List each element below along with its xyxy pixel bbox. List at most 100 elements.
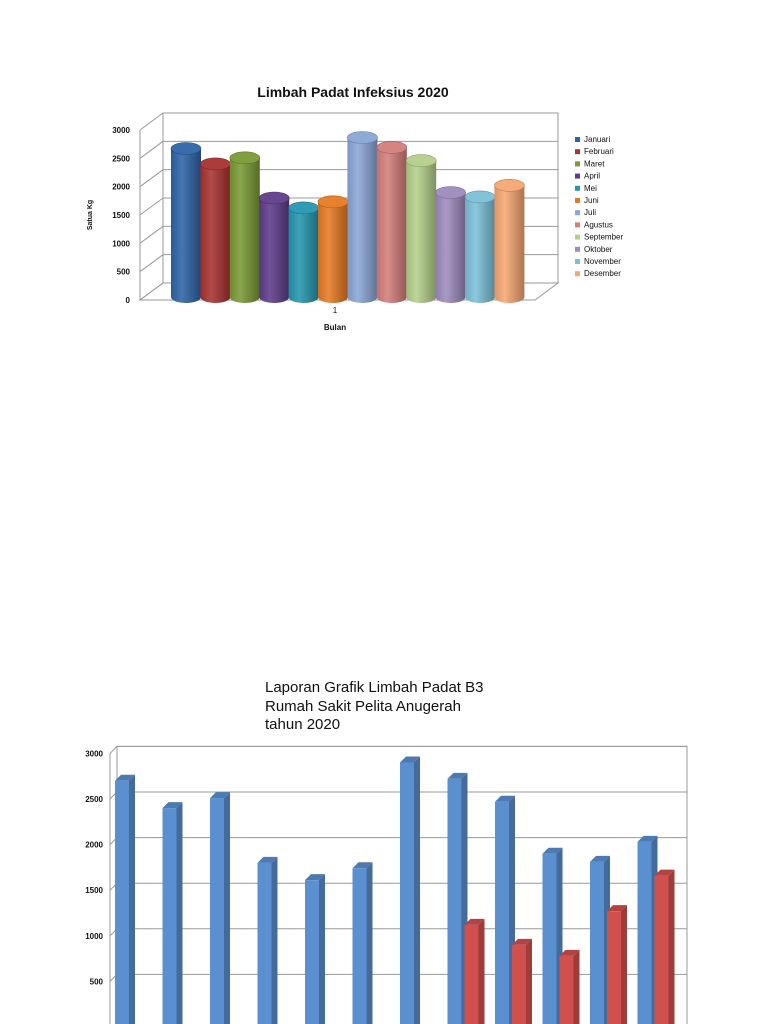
bar-body	[406, 160, 437, 297]
bar-top	[494, 179, 525, 192]
bar-side	[526, 938, 532, 1024]
bar-side	[668, 869, 675, 1024]
bar-front	[559, 955, 574, 1024]
bar-januari	[170, 142, 202, 303]
bar-side	[478, 918, 485, 1024]
legend-swatch	[575, 259, 580, 264]
bar-top	[464, 918, 485, 925]
bar-top	[637, 835, 658, 842]
bar-top	[347, 131, 378, 144]
bar-side	[573, 949, 580, 1024]
y-tick-label: 500	[90, 977, 104, 986]
chart-1-x-tick-label: 1	[333, 306, 338, 315]
bar-top	[210, 792, 230, 799]
bar-front	[590, 861, 604, 1024]
bar-top	[115, 774, 135, 781]
bar-front	[115, 780, 129, 1024]
bar-top	[542, 847, 563, 854]
bar-top	[200, 157, 231, 171]
bar-oktober	[435, 186, 466, 303]
bar-front	[607, 911, 621, 1024]
bar	[115, 774, 135, 1024]
chart-2: Laporan Grafik Limbah Padat B3 Rumah Sak…	[85, 679, 688, 1024]
bar-top	[229, 151, 261, 165]
bar-front	[305, 880, 319, 1024]
bar-juni	[317, 195, 349, 303]
bar-front	[400, 762, 414, 1024]
bar-februari	[200, 157, 231, 303]
legend-label: Januari	[584, 135, 610, 144]
bar-top	[317, 195, 349, 209]
bar-top	[495, 795, 515, 802]
bar-front	[654, 875, 669, 1024]
bar-front	[210, 798, 224, 1024]
y-tick-label: 2000	[85, 841, 103, 850]
legend-label: Februari	[584, 147, 614, 156]
bar-front	[637, 841, 652, 1024]
bar-november	[464, 190, 496, 303]
bar-top	[376, 141, 408, 154]
side-gridline	[139, 282, 164, 301]
bar-top	[435, 186, 466, 199]
bar-side	[621, 905, 627, 1024]
bar-juli	[347, 131, 378, 303]
bar	[210, 792, 230, 1024]
legend-swatch	[575, 234, 580, 240]
legend-label: Mei	[584, 184, 597, 193]
y-tick-label: 1500	[112, 211, 130, 220]
bar-front	[495, 801, 509, 1024]
bar-side	[271, 856, 278, 1024]
bar-top	[258, 191, 290, 205]
legend-swatch	[575, 137, 580, 142]
legend-swatch	[575, 210, 580, 216]
side-gridline	[139, 140, 164, 159]
bar-top	[305, 874, 325, 881]
legend-label: Juli	[584, 208, 596, 217]
bar-mei	[288, 201, 319, 303]
y-tick-label: 2500	[112, 154, 130, 163]
legend-swatch	[575, 271, 580, 277]
y-tick-label: 3000	[85, 749, 103, 758]
chart-2-y-ticks: 500 1000 1500 2000 2500 3000	[85, 749, 103, 986]
bar-top	[405, 154, 437, 167]
bar-front	[542, 853, 557, 1024]
y-tick-label: 500	[117, 268, 131, 277]
chart-1-y-axis-label: Satua Kg	[87, 200, 94, 230]
bar-top	[464, 190, 496, 204]
bar-front	[447, 778, 462, 1024]
bar	[400, 756, 420, 1024]
bar-desember	[494, 179, 525, 303]
bar-top	[170, 142, 202, 155]
legend-swatch	[575, 246, 580, 252]
bar-body	[229, 157, 260, 297]
side-gridline	[139, 197, 164, 216]
bar-body	[376, 147, 407, 297]
bar-side	[366, 862, 373, 1024]
bar	[257, 856, 278, 1024]
bar-top	[400, 756, 420, 763]
bar-body	[465, 196, 495, 297]
y-tick-label: 1000	[112, 239, 130, 248]
legend-label: Juni	[584, 196, 599, 205]
bar-front	[257, 862, 272, 1024]
bar-side	[224, 792, 230, 1024]
bar-top	[447, 772, 468, 779]
legend-label: Oktober	[584, 245, 613, 254]
bar-body	[288, 207, 319, 297]
bar-side	[414, 756, 420, 1024]
legend-label: Maret	[584, 159, 605, 168]
chart-1-legend: Januari Februari Maret April Mei Juni Juli Agus…	[575, 135, 623, 278]
legend-swatch	[575, 173, 580, 179]
bar	[607, 905, 627, 1024]
chart-1: Limbah Padat Infeksius 2020 0 500 1000 1500…	[87, 84, 623, 332]
chart-2-bars	[115, 756, 675, 1024]
legend-swatch	[575, 198, 580, 203]
chart-1-title: Limbah Padat Infeksius 2020	[257, 84, 449, 100]
bar	[352, 862, 373, 1024]
side-gridline	[109, 746, 118, 754]
y-tick-label: 3000	[112, 126, 130, 135]
chart-1-x-axis-label: Bulan	[324, 323, 346, 332]
y-tick-label: 1500	[85, 886, 103, 895]
bar-body	[318, 201, 348, 297]
bar-top	[512, 938, 532, 945]
